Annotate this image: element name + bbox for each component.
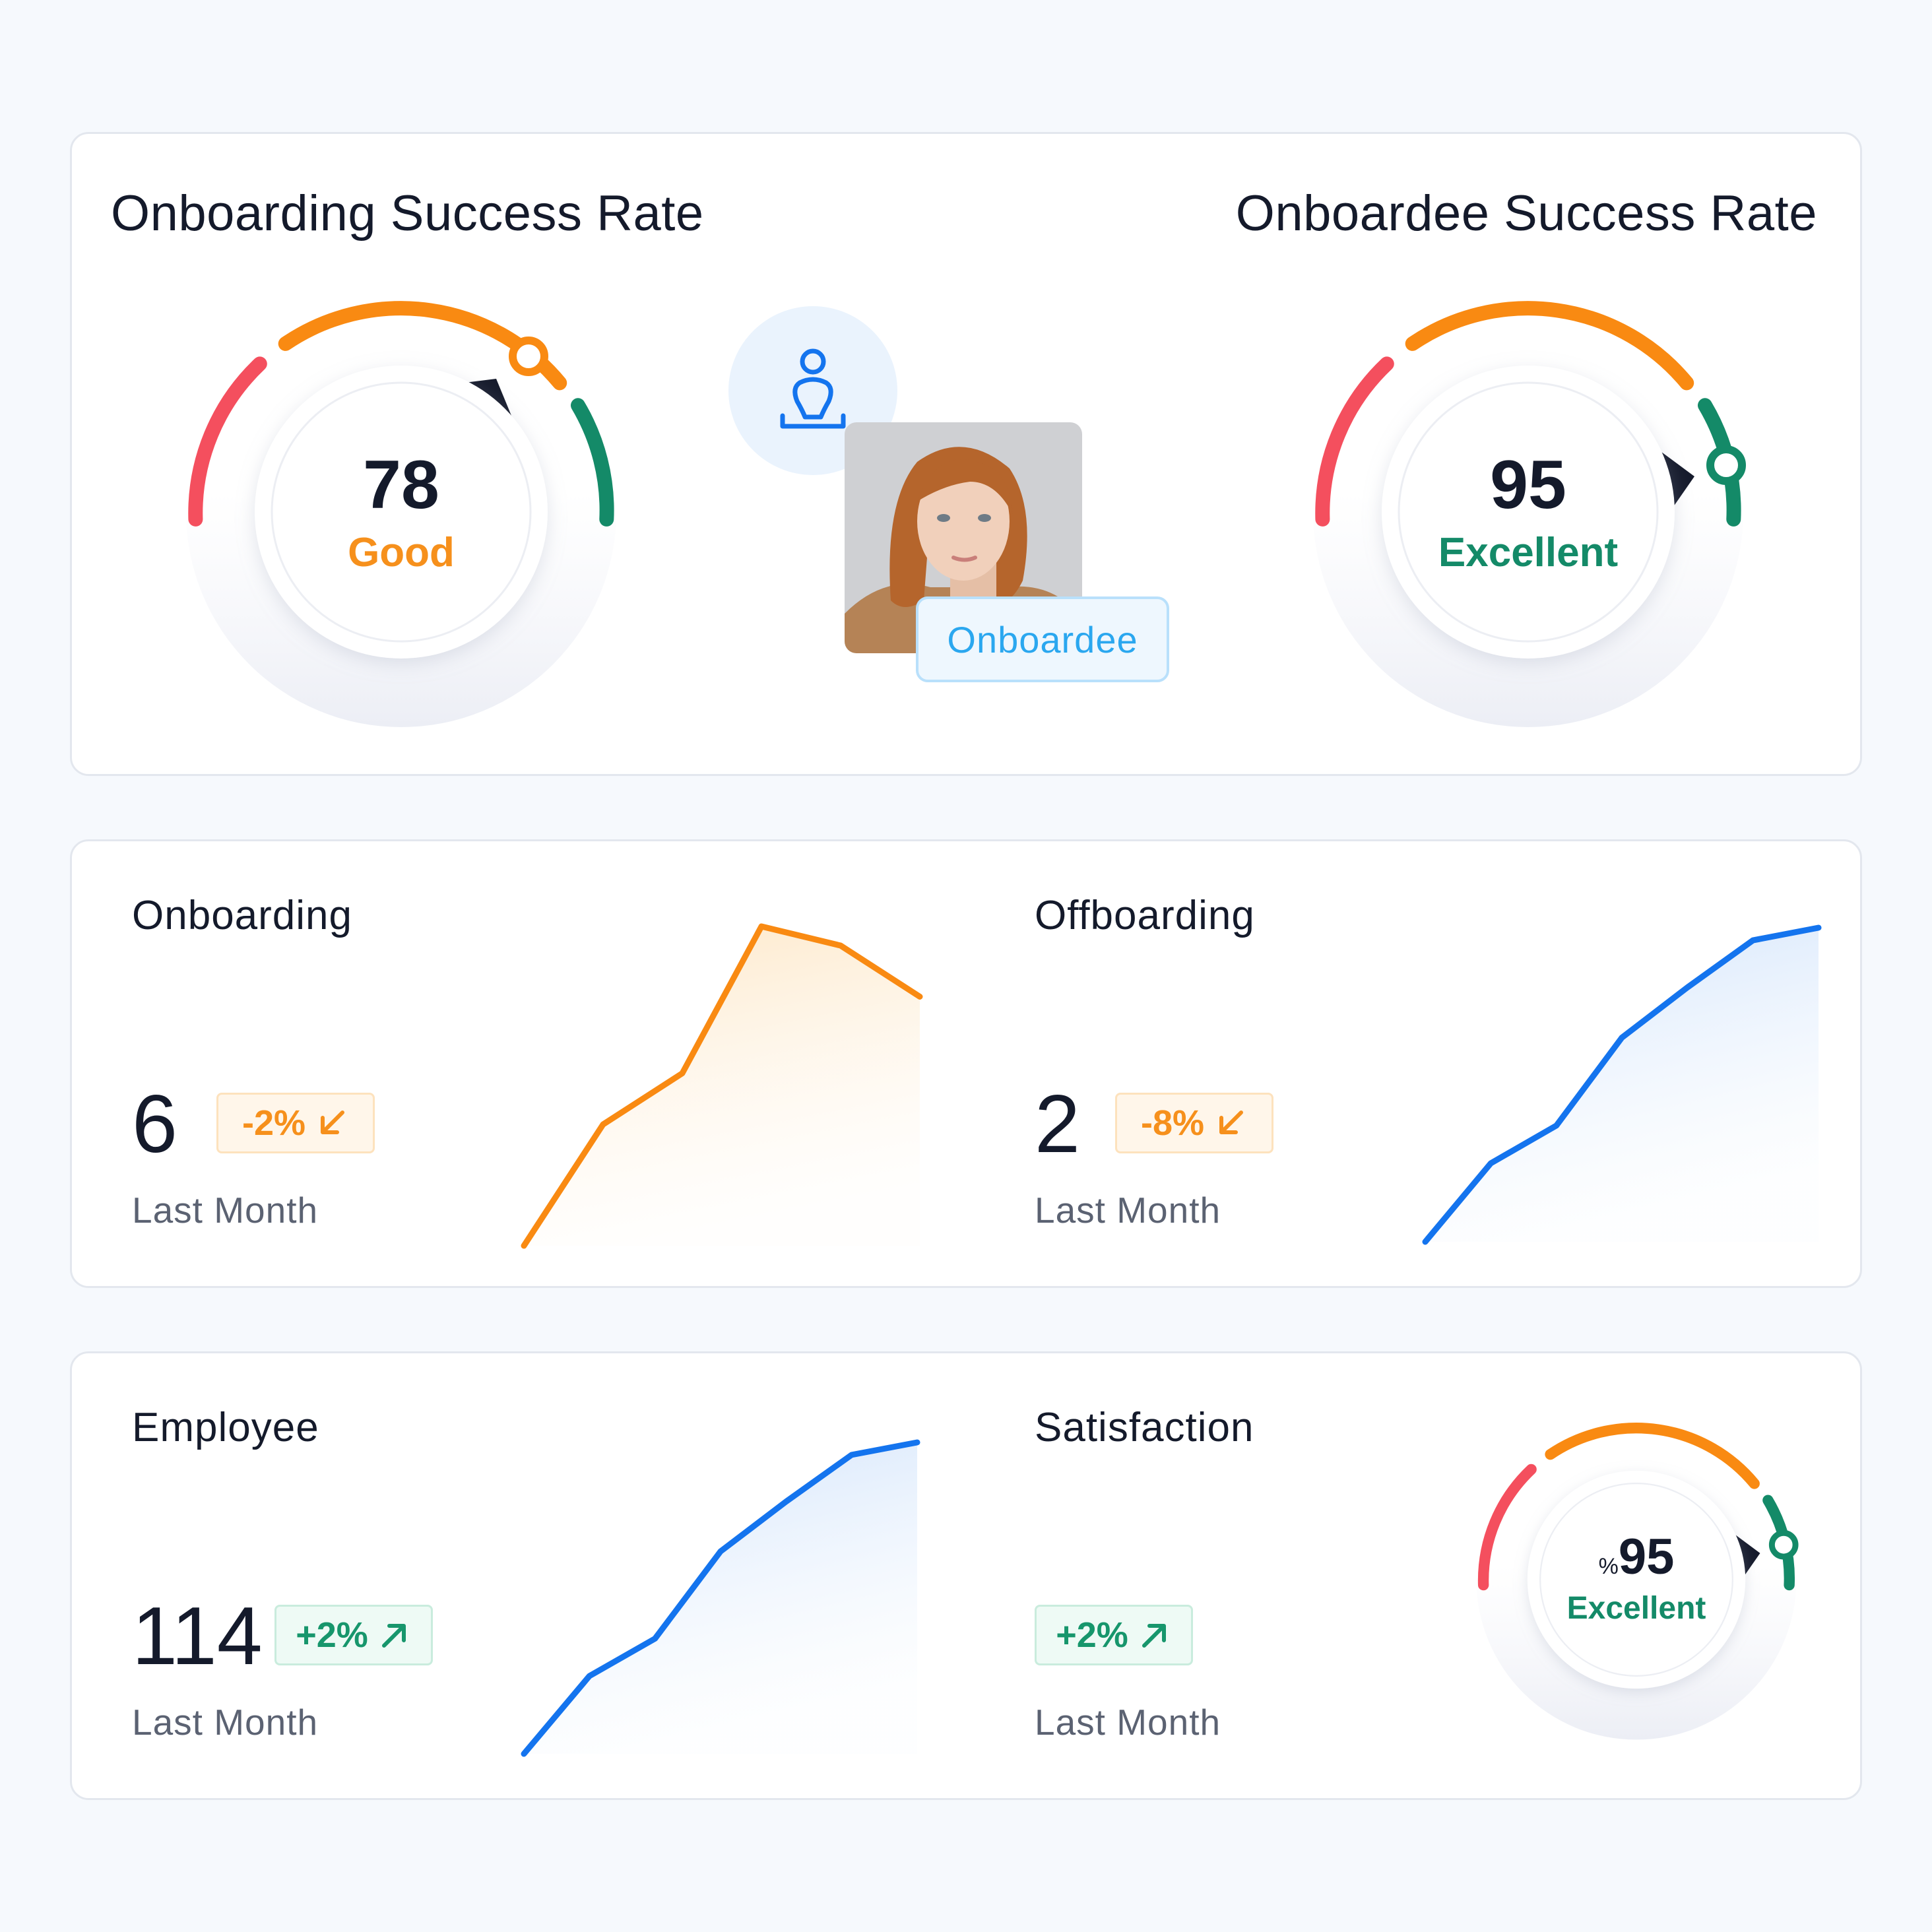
onboarding-value: 6 bbox=[132, 1079, 177, 1170]
gauge-rating-label: Excellent bbox=[1438, 530, 1619, 575]
gauge-handle bbox=[1706, 445, 1746, 485]
satisfaction-title: Satisfaction bbox=[1035, 1405, 1254, 1450]
offboarding-change-badge: -8% bbox=[1115, 1093, 1273, 1153]
gauge-graphic bbox=[1476, 1419, 1799, 1740]
employee-title: Employee bbox=[132, 1405, 319, 1450]
gauge-segment-low bbox=[1477, 1464, 1537, 1591]
arrow-up-right-icon bbox=[1142, 1624, 1166, 1648]
gauge-rating-label: Excellent bbox=[1566, 1591, 1706, 1626]
onboardee-tag: Onboardee bbox=[916, 596, 1169, 682]
gauge-value-number: 95 bbox=[1618, 1529, 1675, 1585]
offboarding-trend-chart bbox=[1422, 924, 1822, 1245]
chart-area bbox=[524, 926, 920, 1246]
gauge-graphic bbox=[186, 297, 616, 727]
gauge-graphic bbox=[1313, 297, 1746, 727]
employee-change-badge: +2% bbox=[274, 1605, 433, 1665]
gauge-handle bbox=[509, 337, 548, 376]
offboarding-value: 2 bbox=[1035, 1079, 1080, 1170]
chart-line bbox=[1422, 924, 1822, 1245]
gauge-segment-low bbox=[1315, 356, 1394, 527]
chart-line bbox=[521, 1439, 920, 1757]
gauge-value: 95 bbox=[1490, 447, 1566, 523]
gauge-rating-label: Good bbox=[348, 530, 455, 575]
gauge-value: 78 bbox=[363, 447, 439, 523]
onboarding-title: Onboarding bbox=[132, 893, 353, 938]
employee-trend-chart bbox=[521, 1439, 920, 1757]
arrow-down-left-icon bbox=[321, 1111, 345, 1134]
employee-caption: Last Month bbox=[132, 1702, 319, 1743]
onboarding-change-badge: -2% bbox=[216, 1093, 375, 1153]
change-value: -8% bbox=[1140, 1103, 1205, 1143]
gauge-pointer bbox=[1661, 452, 1694, 507]
onboarding-caption: Last Month bbox=[132, 1190, 319, 1231]
employee-value: 114 bbox=[132, 1591, 263, 1682]
gauge-segment-mid bbox=[1405, 301, 1694, 391]
gauge-value: %95 bbox=[1471, 1528, 1801, 1586]
offboarding-title: Offboarding bbox=[1035, 893, 1255, 938]
gauge-pointer bbox=[1735, 1535, 1760, 1576]
onboardee-success-rate-title: Onboardee Success Rate bbox=[1235, 185, 1817, 242]
satisfaction-caption: Last Month bbox=[1035, 1702, 1221, 1743]
gauge-handle bbox=[1768, 1530, 1799, 1560]
arrow-down-left-icon bbox=[1219, 1111, 1244, 1134]
change-value: +2% bbox=[1056, 1615, 1128, 1655]
satisfaction-change-badge: +2% bbox=[1035, 1605, 1193, 1665]
user-outline-icon bbox=[780, 348, 846, 429]
onboarding-trend-chart bbox=[521, 923, 923, 1249]
offboarding-caption: Last Month bbox=[1035, 1190, 1221, 1231]
chart-area bbox=[524, 1442, 917, 1754]
arrow-up-right-icon bbox=[381, 1624, 406, 1648]
gauge-value-prefix: % bbox=[1598, 1554, 1619, 1579]
change-value: -2% bbox=[242, 1103, 306, 1143]
gauge-segment-high bbox=[571, 398, 614, 527]
onboarding-success-gauge: 78 Good bbox=[179, 290, 623, 739]
onboardee-success-gauge: 95 Excellent bbox=[1306, 290, 1750, 739]
chart-line bbox=[521, 923, 923, 1249]
change-value: +2% bbox=[296, 1615, 368, 1655]
chart-area bbox=[1425, 928, 1819, 1242]
gauge-segment-mid bbox=[1545, 1423, 1760, 1489]
onboarding-success-rate-title: Onboarding Success Rate bbox=[111, 185, 704, 242]
satisfaction-gauge: %95 Excellent bbox=[1471, 1415, 1801, 1745]
gauge-segment-low bbox=[188, 356, 267, 527]
